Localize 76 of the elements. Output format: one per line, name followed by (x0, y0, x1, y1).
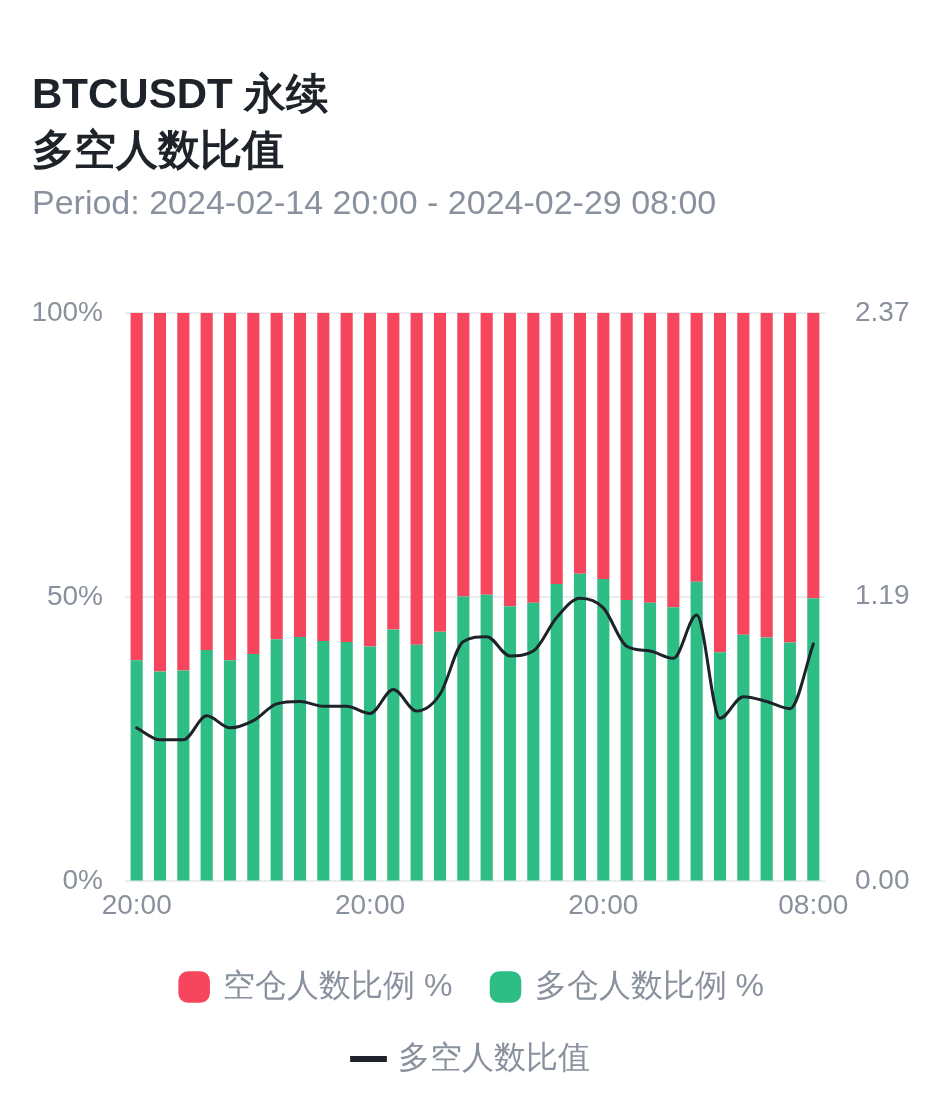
bar (760, 312, 773, 638)
bar (433, 312, 447, 632)
bar (433, 631, 447, 881)
bar (410, 312, 423, 645)
y-tick-label: 50% (46, 579, 103, 611)
bar (387, 629, 400, 881)
bar (457, 312, 470, 597)
x-tick-label: 20:00 (101, 888, 172, 920)
bar (737, 312, 750, 635)
chart-title: BTCUSDT 永续多空人数比值 (32, 69, 330, 175)
bar (527, 602, 540, 881)
bar (177, 312, 190, 671)
bar (643, 312, 657, 603)
x-tick-label: 20:00 (334, 888, 406, 920)
bar (573, 312, 587, 574)
bar (223, 660, 237, 881)
bar (760, 637, 773, 881)
bar (200, 649, 213, 881)
bar (527, 312, 540, 603)
bar (247, 653, 260, 881)
chart-subtitle: Period: 2024-02-14 20:00 - 2024-02-29 08:00 (31, 182, 718, 223)
x-tick-label: 20:00 (568, 888, 639, 920)
bar (270, 312, 283, 640)
line-series (135, 596, 815, 742)
y-tick-label: 100% (31, 295, 103, 327)
bar (177, 670, 190, 881)
bar (620, 599, 633, 881)
legend-label: 空仓人数比例 % (223, 966, 453, 1003)
bar (807, 598, 820, 881)
bar (153, 312, 167, 672)
bar (317, 312, 330, 641)
bar (690, 581, 703, 881)
bar (247, 312, 260, 654)
bar (667, 312, 680, 608)
bar (363, 312, 377, 647)
legend-label: 多空人数比值 (397, 1038, 590, 1075)
bar (503, 312, 517, 607)
bar (153, 671, 167, 881)
bar (783, 312, 797, 643)
bar (293, 312, 307, 637)
bar (223, 312, 237, 661)
bar (550, 584, 563, 881)
y-tick-label: 0% (62, 864, 103, 896)
bar (480, 312, 493, 595)
bar (783, 642, 797, 881)
bar (130, 312, 143, 661)
bar (340, 642, 353, 881)
bar (270, 639, 283, 881)
bar (410, 644, 423, 881)
bar (597, 312, 610, 579)
bar (807, 312, 820, 599)
bar (293, 636, 307, 881)
bar (457, 596, 470, 881)
bar (130, 660, 143, 881)
x-tick-label: 08:00 (778, 888, 849, 920)
bar (597, 578, 610, 881)
legend-label: 多仓人数比例 % (534, 966, 764, 1003)
y2-tick-label: 2.37 (855, 295, 910, 327)
bar (620, 312, 633, 600)
bar (573, 573, 587, 881)
y2-tick-label: 1.19 (855, 578, 910, 610)
bar (713, 312, 727, 653)
bar (363, 646, 377, 881)
bar (713, 652, 727, 881)
bar (737, 634, 750, 881)
bar (317, 640, 330, 881)
bar (387, 312, 400, 630)
bar (643, 602, 657, 881)
bar (667, 607, 680, 881)
bar (480, 594, 493, 881)
bar (340, 312, 353, 643)
bar (550, 312, 563, 585)
bar (200, 312, 213, 650)
y2-tick-label: 0.00 (855, 864, 910, 896)
bar (503, 606, 517, 881)
bar (690, 312, 703, 582)
